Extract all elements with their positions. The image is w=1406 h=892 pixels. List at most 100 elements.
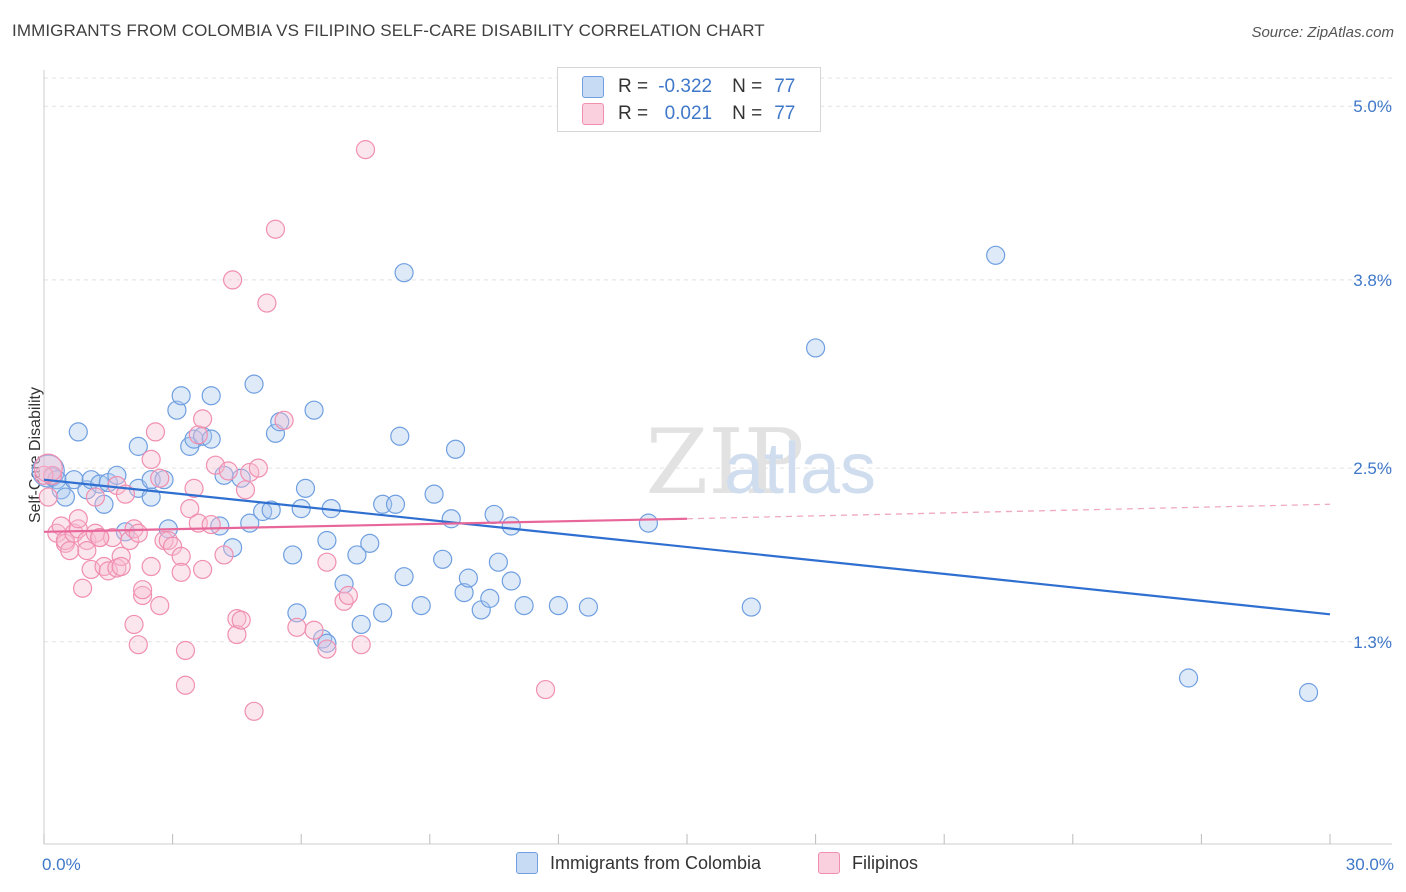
colombia-point: [261, 500, 281, 520]
filipino-point: [128, 523, 148, 543]
colombia-point: [484, 504, 504, 525]
filipino-point: [77, 541, 97, 561]
colombia-point: [55, 487, 76, 507]
filipino-point: [274, 410, 294, 430]
y-tick-label: 1.3%: [1353, 633, 1392, 652]
filipino-point: [124, 614, 144, 635]
filipino-point: [128, 635, 148, 655]
filipino-point: [141, 449, 161, 470]
filipino-point: [248, 458, 268, 478]
filipino-point: [218, 461, 238, 481]
legend-r-value: 0.021: [664, 103, 713, 124]
filipino-point: [214, 545, 234, 565]
y-tick-label: 5.0%: [1353, 97, 1392, 116]
bottom-legend-colombia: Immigrants from Colombia: [516, 852, 761, 874]
legend-r-label: R =: [618, 103, 649, 124]
filipino-point: [141, 556, 161, 577]
filipino-point: [244, 701, 264, 721]
filipino-point: [240, 462, 260, 483]
legend-row-colombia: R = -0.322 N = 77: [582, 74, 795, 100]
colombia-point: [128, 436, 148, 456]
colombia-point: [480, 588, 500, 608]
filipino-point: [68, 509, 88, 529]
colombia-point: [244, 374, 264, 394]
filipino-point: [317, 639, 337, 659]
legend-n-value: 77: [774, 76, 796, 97]
filipino-point: [171, 546, 191, 567]
colombia-point: [317, 633, 337, 653]
colombia-point: [424, 484, 444, 504]
legend-n-label: N =: [732, 76, 763, 97]
filipino-point: [227, 624, 247, 645]
colombia-point: [304, 400, 324, 420]
filipino-point: [90, 527, 110, 548]
label-layer: 1.3% 2.5% 3.8% 5.0% 0.0% 30.0%: [42, 97, 1394, 874]
colombia-point: [445, 439, 466, 459]
filipino-point: [150, 468, 170, 488]
colombia-point: [141, 487, 161, 507]
filipino-point: [338, 585, 358, 606]
filipino-point: [317, 552, 337, 572]
filipino-point: [145, 422, 166, 442]
legend-row-filipinos: R = 0.021 N = 77: [582, 101, 795, 127]
filipino-trend-line: [43, 517, 688, 533]
colombia-point: [548, 596, 569, 616]
filipino-point: [201, 514, 221, 535]
filipino-point: [184, 478, 204, 498]
colombia-point: [171, 386, 191, 406]
filipino-point: [132, 585, 153, 606]
colombia-point: [488, 552, 508, 572]
filipino-point: [111, 556, 131, 577]
colombia-point: [458, 568, 478, 588]
chart-title: IMMIGRANTS FROM COLOMBIA VS FILIPINO SEL…: [12, 21, 765, 40]
colombia-point: [317, 530, 337, 551]
points-layer: [31, 140, 1319, 721]
filipino-point: [193, 559, 213, 580]
colombia-point: [514, 596, 534, 616]
legend-r-value: -0.322: [658, 76, 713, 97]
colombia-point: [1298, 682, 1319, 703]
colombia-trend-line: [43, 478, 1331, 616]
colombia-point: [433, 549, 453, 569]
bottom-legend-filipinos: Filipinos: [818, 852, 918, 874]
legend-n-value: 77: [774, 103, 796, 124]
y-tick-label: 2.5%: [1353, 459, 1392, 478]
filipino-point: [33, 453, 63, 483]
colombia-point: [295, 478, 316, 498]
colombia-point: [578, 597, 599, 617]
colombia-point: [501, 516, 521, 536]
colombia-point: [394, 567, 414, 587]
filipino-point: [535, 679, 556, 700]
colombia-point: [741, 597, 761, 617]
colombia-point: [351, 614, 371, 635]
filipino-trend-extension: [686, 503, 1331, 520]
x-tick-label: 30.0%: [1346, 855, 1394, 874]
colombia-point: [501, 571, 521, 591]
filipino-point: [355, 140, 376, 160]
colombia-point: [291, 499, 311, 519]
colombia-point: [107, 465, 127, 485]
filipino-point: [231, 610, 251, 630]
colombia-point: [454, 582, 474, 603]
x-tick-label: 0.0%: [42, 855, 81, 874]
colombia-point: [283, 545, 303, 565]
filipino-point: [132, 580, 153, 600]
colombia-point: [1178, 668, 1199, 688]
chart-source: Source: ZipAtlas.com: [1251, 24, 1394, 41]
bottom-legend-label-filipinos: Filipinos: [852, 852, 919, 873]
legend-swatch-colombia: [582, 76, 604, 98]
legend-r-label: R =: [618, 76, 649, 97]
bottom-legend-swatch-colombia: [516, 852, 538, 874]
colombia-point: [167, 400, 187, 420]
watermark-atlas: atlas: [724, 429, 876, 509]
filipino-point: [304, 620, 324, 640]
trend-layer: [43, 478, 1331, 616]
filipino-point: [188, 425, 208, 445]
filipino-point: [193, 409, 213, 429]
filipino-point: [287, 617, 307, 637]
legend-n-label: N =: [732, 103, 763, 124]
colombia-point: [287, 603, 307, 623]
y-tick-label: 3.8%: [1353, 271, 1392, 290]
correlation-legend: R = -0.322 N = 77 R = 0.021 N = 77: [557, 67, 821, 132]
